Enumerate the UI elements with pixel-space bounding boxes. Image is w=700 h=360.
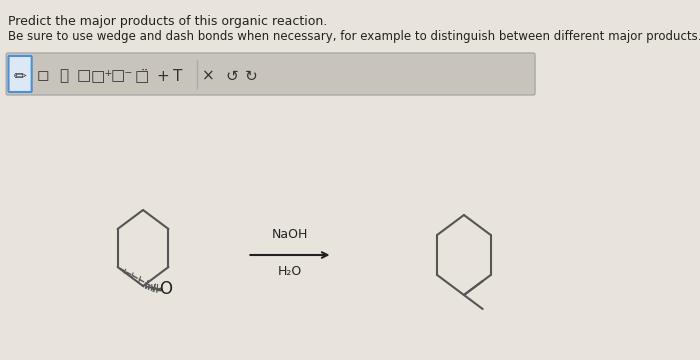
Text: T: T bbox=[173, 68, 183, 84]
Text: ↺: ↺ bbox=[225, 68, 238, 84]
FancyBboxPatch shape bbox=[8, 56, 32, 92]
Text: H₂O: H₂O bbox=[278, 265, 302, 278]
Text: ↻: ↻ bbox=[245, 68, 258, 84]
Text: □⁻: □⁻ bbox=[111, 68, 134, 84]
Text: ✋: ✋ bbox=[59, 68, 68, 84]
Text: NaOH: NaOH bbox=[272, 228, 308, 241]
FancyBboxPatch shape bbox=[6, 53, 535, 95]
Text: □̈: □̈ bbox=[135, 68, 150, 84]
Text: ×: × bbox=[202, 68, 215, 84]
Text: ✏: ✏ bbox=[14, 68, 27, 84]
Text: Be sure to use wedge and dash bonds when necessary, for example to distinguish b: Be sure to use wedge and dash bonds when… bbox=[8, 30, 700, 43]
Text: +: + bbox=[156, 68, 169, 84]
Text: Predict the major products of this organic reaction.: Predict the major products of this organ… bbox=[8, 15, 327, 28]
Text: □⁺: □⁺ bbox=[91, 68, 113, 84]
Text: O: O bbox=[159, 280, 172, 298]
Text: □: □ bbox=[76, 68, 91, 84]
Text: ◻: ◻ bbox=[36, 68, 49, 84]
